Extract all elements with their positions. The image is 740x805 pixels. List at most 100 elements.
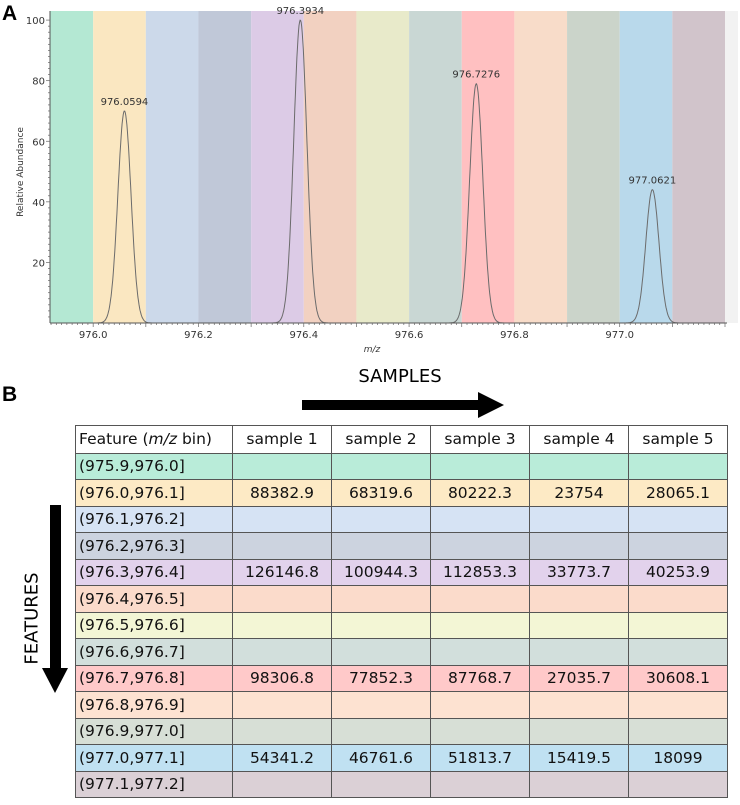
value-cell <box>232 505 332 533</box>
feature-column-header: Feature (m/z bin) <box>75 425 233 454</box>
table-row: (976.3,976.4] 126146.8 100944.3 112853.3 337… <box>75 558 728 586</box>
value-cell: 80222.3 <box>430 479 530 507</box>
y-tick-label: 80 <box>32 77 45 88</box>
value-cell <box>430 505 530 533</box>
table-row: (977.1,977.2] <box>75 770 728 798</box>
value-cell <box>628 611 728 639</box>
x-tick-label: 976.4 <box>289 330 318 341</box>
value-cell: 28065.1 <box>628 479 728 507</box>
value-cell <box>529 717 629 745</box>
value-cell <box>430 452 530 480</box>
feature-cell: (976.2,976.3] <box>75 532 233 560</box>
table-row: (976.9,977.0] <box>75 717 728 745</box>
value-cell <box>331 770 431 798</box>
plot-margin <box>725 11 738 323</box>
features-label: FEATURES <box>21 572 43 665</box>
value-cell: 27035.7 <box>529 664 629 692</box>
value-cell: 126146.8 <box>232 558 332 586</box>
value-cell: 77852.3 <box>331 664 431 692</box>
value-cell <box>232 638 332 666</box>
sample-column-header: sample 5 <box>628 425 728 454</box>
feature-cell: (977.0,977.1] <box>75 744 233 772</box>
header-mz: m/z <box>148 430 178 449</box>
value-cell <box>430 691 530 719</box>
bin-band <box>619 11 673 323</box>
value-cell <box>628 638 728 666</box>
feature-cell: (976.1,976.2] <box>75 505 233 533</box>
bin-band <box>251 11 304 323</box>
table-row: (976.0,976.1] 88382.9 68319.6 80222.3 23754 2… <box>75 479 728 507</box>
bin-band <box>198 11 252 323</box>
x-tick-label: 976.0 <box>79 330 108 341</box>
bin-band <box>514 11 568 323</box>
value-cell <box>331 585 431 613</box>
value-cell: 87768.7 <box>430 664 530 692</box>
value-cell <box>529 691 629 719</box>
value-cell: 46761.6 <box>331 744 431 772</box>
x-axis-label: m/z <box>364 345 381 355</box>
value-cell <box>331 505 431 533</box>
header-text: bin) <box>177 430 212 449</box>
value-cell <box>232 770 332 798</box>
value-cell: 33773.7 <box>529 558 629 586</box>
table-row: (976.2,976.3] <box>75 532 728 560</box>
value-cell: 88382.9 <box>232 479 332 507</box>
bin-band <box>303 11 357 323</box>
feature-cell: (976.9,977.0] <box>75 717 233 745</box>
value-cell <box>529 611 629 639</box>
mass-spectrum-chart: 976.0594 976.3934 976.7276 977.0621 976.0 976… <box>16 6 738 355</box>
value-cell: 98306.8 <box>232 664 332 692</box>
value-cell <box>529 638 629 666</box>
value-cell <box>430 585 530 613</box>
table-row: (976.1,976.2] <box>75 505 728 533</box>
value-cell: 15419.5 <box>529 744 629 772</box>
value-cell <box>232 452 332 480</box>
feature-cell: (977.1,977.2] <box>75 770 233 798</box>
value-cell <box>331 452 431 480</box>
value-cell <box>628 452 728 480</box>
value-cell <box>628 691 728 719</box>
value-cell <box>430 717 530 745</box>
feature-cell: (976.5,976.6] <box>75 611 233 639</box>
value-cell <box>628 717 728 745</box>
table-row: (976.8,976.9] <box>75 691 728 719</box>
table-row: (976.5,976.6] <box>75 611 728 639</box>
bin-band <box>672 11 725 323</box>
value-cell <box>529 532 629 560</box>
value-cell <box>331 638 431 666</box>
table-header-row: Feature (m/z bin) sample 1 sample 2 samp… <box>75 425 728 454</box>
value-cell <box>628 505 728 533</box>
peak-label: 977.0621 <box>629 176 677 187</box>
value-cell <box>331 717 431 745</box>
y-axis-label: Relative Abundance <box>16 127 26 217</box>
table-row: (976.7,976.8] 98306.8 77852.3 87768.7 27035.… <box>75 664 728 692</box>
bin-band <box>145 11 199 323</box>
value-cell: 18099 <box>628 744 728 772</box>
value-cell <box>628 585 728 613</box>
header-text: Feature ( <box>79 430 149 449</box>
value-cell <box>430 611 530 639</box>
feature-cell: (976.4,976.5] <box>75 585 233 613</box>
feature-table: Feature (m/z bin) sample 1 sample 2 samp… <box>75 425 728 798</box>
table-row: (975.9,976.0] <box>75 452 728 480</box>
sample-column-header: sample 3 <box>430 425 530 454</box>
value-cell <box>331 611 431 639</box>
x-tick-label: 976.6 <box>395 330 424 341</box>
value-cell <box>331 691 431 719</box>
sample-column-header: sample 4 <box>529 425 629 454</box>
feature-cell: (976.6,976.7] <box>75 638 233 666</box>
peak-label: 976.7276 <box>452 70 500 81</box>
value-cell <box>232 611 332 639</box>
feature-cell: (975.9,976.0] <box>75 452 233 480</box>
value-cell: 23754 <box>529 479 629 507</box>
value-cell <box>628 532 728 560</box>
x-tick-label: 977.0 <box>605 330 634 341</box>
value-cell <box>232 585 332 613</box>
feature-cell: (976.0,976.1] <box>75 479 233 507</box>
sample-column-header: sample 2 <box>331 425 431 454</box>
table-row: (976.6,976.7] <box>75 638 728 666</box>
value-cell: 54341.2 <box>232 744 332 772</box>
value-cell <box>430 770 530 798</box>
value-cell <box>430 638 530 666</box>
bin-band <box>356 11 410 323</box>
